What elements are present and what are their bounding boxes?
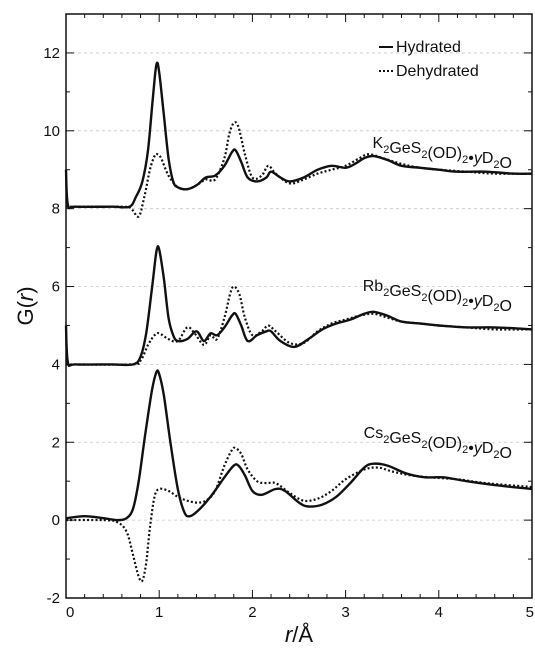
series-line-cs-dehydrated (65, 446, 533, 583)
y-tick-label: 4 (52, 356, 60, 373)
legend-label-hydrated: Hydrated (396, 39, 461, 56)
y-tick-label: 6 (52, 279, 60, 296)
formula-label-k: K2GeS2(OD)2•yD2O (373, 135, 512, 172)
y-tick-label: 2 (52, 434, 60, 451)
x-tick-label: 5 (526, 604, 534, 621)
y-tick-label: 0 (52, 512, 60, 529)
y-tick-label: -2 (47, 590, 60, 607)
formula-label-cs: Cs2GeS2(OD)2•yD2O (364, 425, 512, 462)
formula-label-rb: Rb2GeS2(OD)2•yD2O (363, 278, 512, 315)
series-line-rb-dehydrated (65, 285, 533, 366)
x-tick-label: 4 (435, 604, 443, 621)
legend: Hydrated Dehydrated (379, 39, 479, 80)
x-tick-label: 0 (66, 604, 74, 621)
y-tick-label: 12 (43, 45, 60, 62)
y-tick-label: 8 (52, 201, 60, 218)
y-axis-title: G(r) (13, 286, 38, 325)
x-tick-label: 2 (248, 604, 256, 621)
x-tick-label: 3 (341, 604, 349, 621)
series-annotations: K2GeS2(OD)2•yD2O Rb2GeS2(OD)2•yD2O Cs2GeS2… (363, 135, 512, 462)
legend-label-dehydrated: Dehydrated (396, 63, 479, 80)
series-line-rb-hydrated (64, 245, 533, 368)
series-line-k-hydrated (64, 61, 533, 210)
series-line-cs-hydrated (65, 369, 533, 522)
x-tick-label: 1 (155, 604, 163, 621)
y-tick-label: 10 (43, 123, 60, 140)
series-layer (64, 61, 533, 583)
x-axis-title: r/Å (285, 622, 313, 647)
series-line-k-dehydrated (65, 121, 533, 218)
plot-frame (65, 13, 533, 599)
